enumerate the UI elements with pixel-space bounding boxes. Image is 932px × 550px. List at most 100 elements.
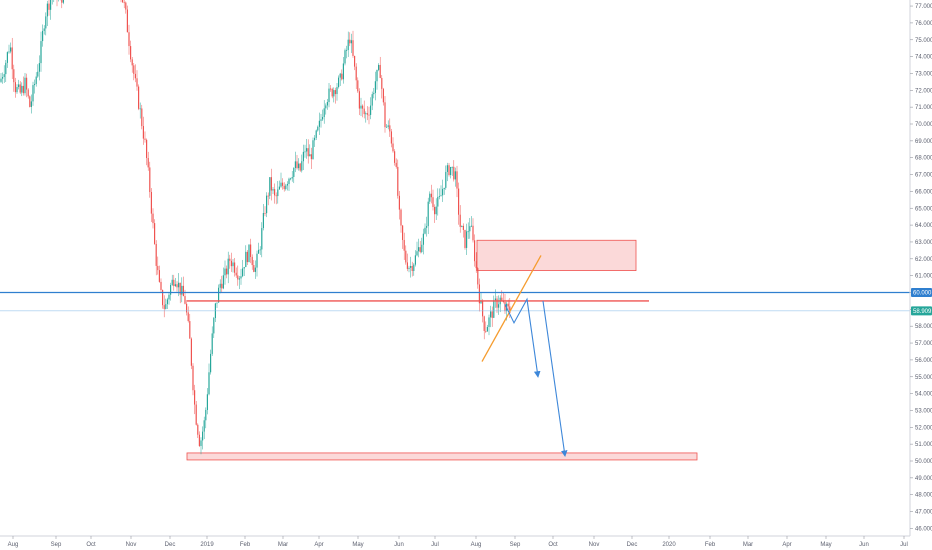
candle-body [354,55,356,67]
candle-body [150,192,152,214]
candle-body [405,250,407,263]
candle-body [341,73,343,80]
candle-body [466,231,468,248]
candle-body [43,28,45,31]
x-tick-label: Apr [782,542,791,548]
candle-body [3,74,5,77]
y-tick-label: 47.000 [915,510,932,516]
x-tick-label: Nov [589,542,600,548]
candle-body [291,176,293,179]
candle-body [27,89,29,97]
price-tag-box [911,288,932,297]
candle-body [437,196,439,207]
candle-body [261,228,263,250]
candle-body [490,311,492,318]
candle-body [190,338,192,366]
candle-body [346,49,348,51]
candle-body [371,94,373,106]
candle-body [328,88,330,103]
candle-body [34,83,36,86]
y-tick-label: 57.000 [915,341,932,347]
candle-body [266,195,268,214]
candle-body [176,284,178,288]
candle-body [390,131,392,144]
candle-body [234,262,236,273]
candle-body [347,39,349,50]
candle-body [501,297,503,301]
candle-body [46,3,48,17]
candle-body [144,138,146,140]
candle-body [400,209,402,226]
y-tick-label: 55.000 [915,375,932,381]
price-tag-label: 58.909 [913,309,932,315]
y-tick-label: 56.000 [915,358,932,364]
candle-body [262,213,264,229]
y-tick-label: 48.000 [915,493,932,499]
candle-body [173,279,175,287]
candle-body [370,105,372,115]
candle-body [418,247,420,252]
y-tick-label: 74.000 [915,55,932,61]
candle-body [147,158,149,168]
candle-body [413,264,415,271]
price-tag-box [911,306,932,316]
candle-body [494,298,496,301]
candle-body [154,223,156,244]
candle-body [474,240,476,262]
candle-body [288,178,290,184]
resistance-zone [476,239,637,271]
candle-body [387,125,389,127]
candle-body [384,102,386,128]
y-tick-label: 72.000 [915,88,932,94]
x-tick-label: Oct [86,542,96,548]
candle-body [216,302,218,304]
candle-body [232,262,234,267]
candle-body [128,32,130,47]
candle-body [194,390,196,405]
candle-body [486,327,488,332]
candle-body [331,88,333,97]
candle-body [342,63,344,80]
candle-body [478,284,480,304]
candle-body [238,278,240,280]
x-tick-label: Dec [165,542,176,548]
candle-body [192,365,194,391]
candle-body [270,177,272,191]
candle-body [304,151,306,153]
candle-body [355,66,357,81]
candle-body [410,266,412,268]
candle-body [146,139,148,159]
y-tick-label: 58.000 [915,324,932,330]
candle-body [189,321,191,339]
candle-body [302,151,304,162]
candle-body [403,239,405,251]
candle-body [430,193,432,198]
candle-body [350,40,352,44]
candle-body [133,65,135,74]
candle-body [139,108,141,110]
candle-body [414,255,416,265]
x-tick-label: 2019 [200,542,214,548]
x-tick-label: 2020 [662,542,676,548]
candle-body [200,440,202,446]
candle-body [374,81,376,93]
candle-body [206,394,208,410]
candle-body [21,85,23,93]
candle-body [205,409,207,421]
candle-body [358,91,360,109]
time-axis[interactable]: Aug Sep Oct Nov Dec 2019 Feb Mar Apr May Jun Jul Aug… [8,536,908,548]
candle-body [282,182,284,186]
candle-body [256,253,258,268]
candle-body [13,69,15,83]
candle-body [290,178,292,180]
price-axis[interactable]: 46.000 47.000 48.000 49.000 50.000 51.000 52.0… [910,4,932,532]
candle-body [30,101,32,107]
candle-body [315,130,317,138]
x-tick-label: Jun [394,542,404,548]
x-tick-label: Feb [705,542,716,548]
candle-body [38,63,40,72]
candle-body [24,77,26,94]
candle-body [224,268,226,276]
candle-body [357,80,359,92]
